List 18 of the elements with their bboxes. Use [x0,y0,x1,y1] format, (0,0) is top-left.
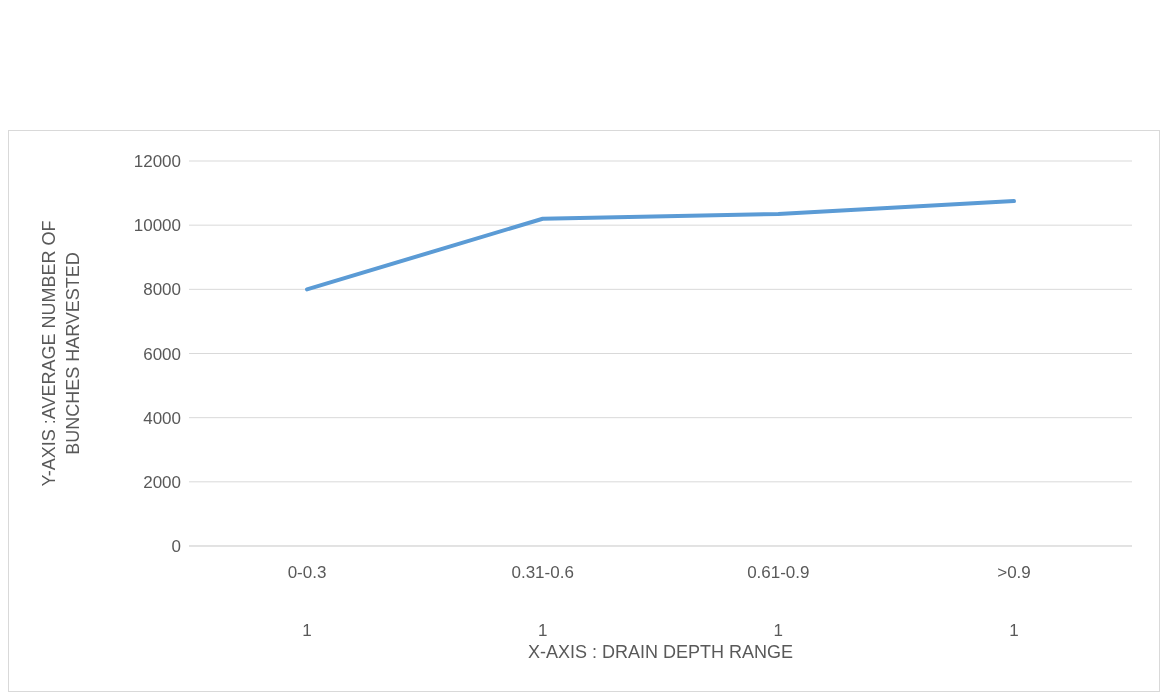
y-tick-label: 10000 [133,216,181,236]
y-axis-title: Y-AXIS :AVERAGE NUMBER OF BUNCHES HARVESTED [39,220,83,487]
text: 1 [1009,621,1019,640]
text: 1 [302,621,312,640]
x-tick-label: 0.31-0.6 [511,563,574,582]
line-series [305,199,1016,292]
text: 1 [537,621,548,640]
x-tick-label: >0.9 [997,563,1031,582]
x-axis-title: X-AXIS : DRAIN DEPTH RANGE [527,642,794,662]
y-tick-label: 0 [171,537,181,557]
y-tick-label: 8000 [143,280,181,300]
y-tick-label: 4000 [143,408,181,428]
y-tick-label: 2000 [143,472,181,492]
y-tick-label: 6000 [143,344,181,364]
y-tick-label: 12000 [133,152,181,172]
x-tick-label: 0-0.3 [287,563,327,582]
text: 1 [773,621,784,640]
x-tick-label: 0.61-0.9 [747,563,810,582]
